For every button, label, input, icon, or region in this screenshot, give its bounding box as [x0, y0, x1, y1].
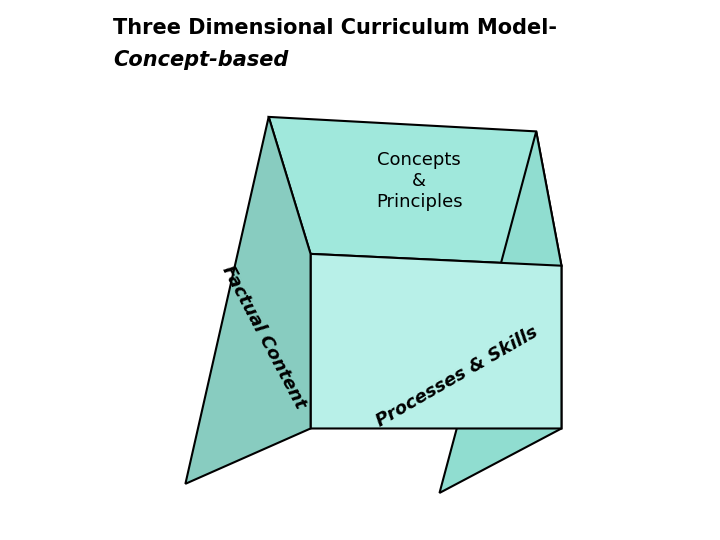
Text: Concept-based: Concept-based — [113, 50, 288, 70]
Polygon shape — [269, 117, 562, 266]
Polygon shape — [310, 254, 562, 428]
Text: Concepts
&
Principles: Concepts & Principles — [376, 151, 462, 211]
Text: Factual Content: Factual Content — [218, 262, 309, 411]
Polygon shape — [186, 117, 310, 484]
Text: Processes & Skills: Processes & Skills — [374, 322, 541, 430]
Polygon shape — [439, 131, 562, 493]
Text: Three Dimensional Curriculum Model-: Three Dimensional Curriculum Model- — [113, 17, 557, 37]
